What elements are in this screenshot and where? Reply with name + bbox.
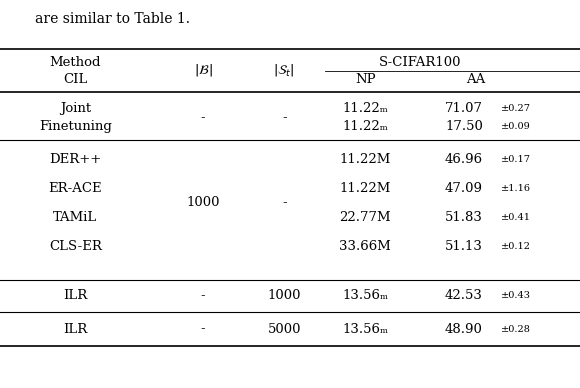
Text: ER-ACE: ER-ACE: [49, 182, 102, 195]
Text: 13.56ₘ: 13.56ₘ: [342, 289, 389, 302]
Text: 48.90: 48.90: [445, 322, 483, 336]
Text: 1000: 1000: [267, 289, 301, 302]
Text: CLS-ER: CLS-ER: [49, 240, 102, 253]
Text: AA: AA: [466, 73, 485, 86]
Text: TAMiL: TAMiL: [53, 211, 97, 224]
Text: 17.50: 17.50: [445, 120, 483, 133]
Text: Finetuning: Finetuning: [39, 120, 112, 133]
Text: 51.83: 51.83: [445, 211, 483, 224]
Text: 13.56ₘ: 13.56ₘ: [342, 322, 389, 336]
Text: 33.66M: 33.66M: [339, 240, 392, 253]
Text: $|\mathcal{B}|$: $|\mathcal{B}|$: [194, 62, 212, 78]
Text: NP: NP: [355, 73, 376, 86]
Text: ±0.17: ±0.17: [501, 154, 531, 164]
Text: 71.07: 71.07: [445, 102, 483, 115]
Text: ±1.16: ±1.16: [501, 184, 531, 193]
Text: 11.22M: 11.22M: [340, 182, 391, 195]
Text: ±0.27: ±0.27: [501, 104, 531, 113]
Text: -: -: [282, 111, 287, 124]
Text: ±0.12: ±0.12: [501, 242, 531, 251]
Text: Joint: Joint: [60, 102, 91, 115]
Text: ±0.28: ±0.28: [501, 324, 531, 334]
Text: 5000: 5000: [267, 322, 301, 336]
Text: ILR: ILR: [63, 322, 88, 336]
Text: 1000: 1000: [186, 196, 220, 209]
Text: 46.96: 46.96: [445, 152, 483, 166]
Text: ±0.41: ±0.41: [501, 213, 531, 222]
Text: -: -: [282, 196, 287, 209]
Text: 11.22ₘ: 11.22ₘ: [342, 120, 389, 133]
Text: 51.13: 51.13: [445, 240, 483, 253]
Text: 47.09: 47.09: [445, 182, 483, 195]
Text: S-CIFAR100: S-CIFAR100: [379, 55, 462, 69]
Text: 11.22ₘ: 11.22ₘ: [342, 102, 389, 115]
Text: DER++: DER++: [49, 152, 102, 166]
Text: ILR: ILR: [63, 289, 88, 302]
Text: -: -: [201, 322, 205, 336]
Text: CIL: CIL: [63, 73, 88, 86]
Text: 11.22M: 11.22M: [340, 152, 391, 166]
Text: 42.53: 42.53: [445, 289, 483, 302]
Text: 22.77M: 22.77M: [339, 211, 392, 224]
Text: -: -: [201, 111, 205, 124]
Text: are similar to Table 1.: are similar to Table 1.: [35, 12, 190, 26]
Text: Method: Method: [50, 55, 101, 69]
Text: $|\mathcal{S}_t|$: $|\mathcal{S}_t|$: [273, 62, 295, 78]
Text: ±0.43: ±0.43: [501, 291, 531, 300]
Text: ±0.09: ±0.09: [501, 121, 531, 131]
Text: -: -: [201, 289, 205, 302]
